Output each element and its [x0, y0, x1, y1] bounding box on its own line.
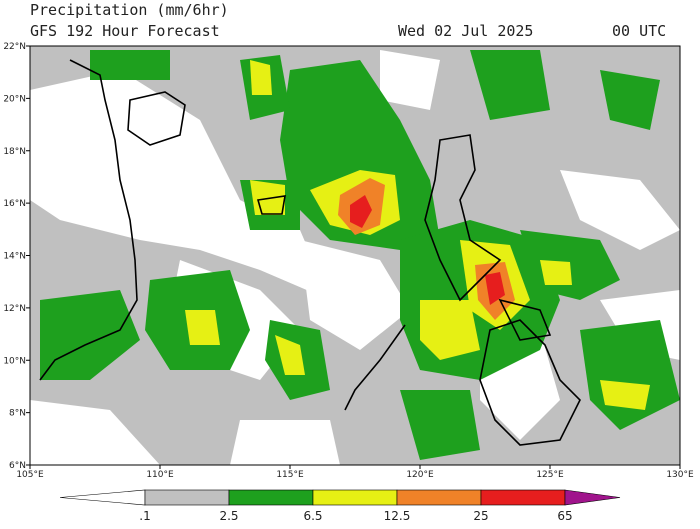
colorbar-low — [59, 489, 146, 506]
lon-label: 130°E — [666, 470, 694, 480]
colorbar-high — [564, 489, 621, 506]
date: Wed 02 Jul 2025 — [398, 22, 533, 40]
colorbar-label: 12.5 — [384, 509, 411, 523]
colorbar-label: 2.5 — [219, 509, 238, 523]
colorbar-label: .1 — [139, 509, 150, 523]
lat-label: 16°N — [3, 199, 26, 209]
time: 00 UTC — [612, 22, 666, 40]
lat-label: 8°N — [9, 409, 26, 419]
lat-label: 14°N — [3, 252, 26, 262]
colorbar-segment — [228, 489, 314, 506]
colorbar: .1 2.5 6.5 12.5 25 65 — [59, 489, 621, 523]
colorbar-label: 25 — [473, 509, 488, 523]
lat-label: 22°N — [3, 42, 26, 52]
colorbar-segment — [144, 489, 230, 506]
lon-label: 120°E — [406, 470, 434, 480]
lat-label: 6°N — [9, 461, 26, 471]
lon-label: 115°E — [276, 470, 304, 480]
colorbar-segment — [480, 489, 566, 506]
colorbar-segment — [312, 489, 398, 506]
precip-field — [30, 46, 680, 465]
lat-label: 12°N — [3, 304, 26, 314]
colorbar-label: 65 — [557, 509, 572, 523]
lat-label: 10°N — [3, 356, 26, 366]
subtitle: GFS 192 Hour Forecast — [30, 22, 220, 40]
colorbar-label: 6.5 — [303, 509, 322, 523]
lon-label: 125°E — [536, 470, 564, 480]
title: Precipitation (mm/6hr) — [30, 1, 229, 19]
lon-label: 110°E — [146, 470, 174, 480]
coastlines — [39, 59, 581, 446]
lat-label: 20°N — [3, 94, 26, 104]
colorbar-segment — [396, 489, 482, 506]
lat-label: 18°N — [3, 147, 26, 157]
lon-label: 105°E — [16, 470, 44, 480]
